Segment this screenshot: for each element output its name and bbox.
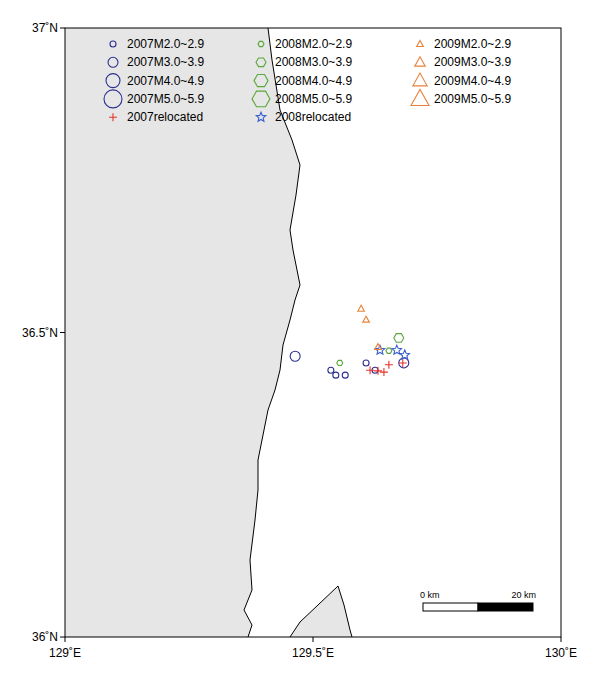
x-tick-label: 129˚E <box>49 646 81 660</box>
legend-symbol <box>110 41 116 47</box>
legend-label: 2007M4.0~4.9 <box>127 74 204 88</box>
legend-symbol <box>258 41 264 46</box>
legend-label: 2009M5.0~5.9 <box>434 92 511 106</box>
scale-bar-segment <box>423 603 478 611</box>
event-marker <box>358 305 365 311</box>
coastline <box>290 586 352 637</box>
land-group <box>65 28 352 637</box>
x-tick-label: 130˚E <box>545 646 577 660</box>
legend-label: 2008M4.0~4.9 <box>275 74 352 88</box>
legend-label: 2009M3.0~3.9 <box>434 55 511 69</box>
legend-label: 2007M2.0~2.9 <box>127 37 204 51</box>
legend-symbol <box>104 90 122 108</box>
points-group <box>290 305 409 378</box>
legend-label: 2008relocated <box>275 110 351 124</box>
legend-symbol <box>413 73 427 86</box>
legend-symbol <box>256 112 266 121</box>
legend-symbol <box>417 41 424 47</box>
legend-symbol <box>252 91 270 107</box>
legend-label: 2008M3.0~3.9 <box>275 55 352 69</box>
event-marker <box>400 350 410 359</box>
legend-label: 2009M2.0~2.9 <box>434 37 511 51</box>
x-tick-label: 129.5˚E <box>292 646 334 660</box>
legend-label: 2008M5.0~5.9 <box>275 92 352 106</box>
event-marker <box>386 348 392 353</box>
land <box>65 28 300 637</box>
event-marker <box>290 351 300 361</box>
event-marker <box>399 359 407 367</box>
event-marker <box>363 360 369 366</box>
legend-symbol <box>415 57 425 66</box>
y-tick-label: 37˚N <box>32 21 58 35</box>
scale-bar-segment <box>478 603 533 611</box>
legend-symbol <box>108 57 118 67</box>
y-tick <box>60 332 65 333</box>
legend-label: 2009M4.0~4.9 <box>434 74 511 88</box>
legend-symbol <box>256 58 266 67</box>
event-marker <box>380 368 388 376</box>
scale-bar: 0 km 20 km <box>420 590 536 611</box>
map-chart: 129˚E 129.5˚E 130˚E 36˚N 36.5˚N 37˚N 2007M2.0~… <box>0 0 596 683</box>
y-tick-label: 36˚N <box>32 630 58 644</box>
legend-symbol <box>411 89 429 105</box>
event-marker <box>333 372 339 378</box>
event-marker <box>375 344 382 350</box>
x-tick <box>561 637 562 642</box>
legend-label: 2007M5.0~5.9 <box>127 92 204 106</box>
legend: 2007M2.0~2.9 2007M3.0~3.9 2007M4.0~4.9 2007… <box>104 37 511 124</box>
y-tick <box>60 637 65 638</box>
event-marker <box>363 316 370 322</box>
event-marker <box>366 366 374 374</box>
x-tick <box>313 637 314 642</box>
scale-bar-label: 0 km <box>420 590 440 600</box>
event-marker <box>328 367 334 373</box>
event-marker <box>374 367 382 375</box>
x-tick <box>65 637 66 642</box>
event-marker <box>394 334 404 343</box>
legend-label: 2007M3.0~3.9 <box>127 55 204 69</box>
legend-symbol <box>109 113 117 121</box>
land <box>290 586 352 637</box>
event-marker <box>385 361 393 369</box>
legend-symbol <box>254 75 268 87</box>
event-marker <box>337 360 343 365</box>
sea <box>65 28 561 637</box>
scale-bar-label: 20 km <box>511 590 536 600</box>
legend-symbol <box>106 74 120 88</box>
legend-label: 2008M2.0~2.9 <box>275 37 352 51</box>
event-marker <box>392 345 402 354</box>
plot-frame <box>65 28 561 637</box>
legend-label: 2007relocated <box>127 110 203 124</box>
event-marker <box>342 372 348 378</box>
y-tick <box>60 28 65 29</box>
y-tick-label: 36.5˚N <box>22 326 58 340</box>
